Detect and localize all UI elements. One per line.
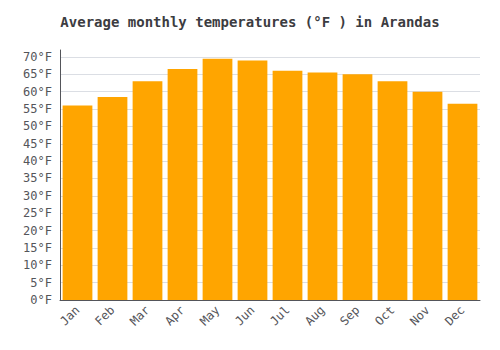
svg-text:55°F: 55°F <box>23 102 52 116</box>
svg-text:May: May <box>197 303 222 328</box>
svg-text:Jun: Jun <box>232 303 257 328</box>
svg-text:40°F: 40°F <box>23 154 52 168</box>
svg-text:70°F: 70°F <box>23 50 52 64</box>
svg-text:25°F: 25°F <box>23 206 52 220</box>
svg-text:Apr: Apr <box>162 303 187 328</box>
svg-text:50°F: 50°F <box>23 119 52 133</box>
svg-text:Dec: Dec <box>442 303 467 328</box>
svg-text:Nov: Nov <box>407 303 432 328</box>
svg-text:Jul: Jul <box>267 303 292 328</box>
svg-text:15°F: 15°F <box>23 241 52 255</box>
svg-text:Average monthly temperatures (: Average monthly temperatures (°F ) in Ar… <box>60 14 439 30</box>
svg-text:Jan: Jan <box>57 303 82 328</box>
svg-text:65°F: 65°F <box>23 67 52 81</box>
svg-text:20°F: 20°F <box>23 224 52 238</box>
svg-text:Mar: Mar <box>127 303 152 328</box>
svg-text:Sep: Sep <box>337 303 362 328</box>
svg-text:Feb: Feb <box>92 303 117 328</box>
svg-text:Oct: Oct <box>372 303 397 328</box>
svg-text:5°F: 5°F <box>30 276 52 290</box>
svg-text:0°F: 0°F <box>30 293 52 307</box>
svg-text:45°F: 45°F <box>23 137 52 151</box>
svg-text:35°F: 35°F <box>23 171 52 185</box>
svg-text:Aug: Aug <box>302 303 327 328</box>
svg-text:30°F: 30°F <box>23 189 52 203</box>
svg-text:60°F: 60°F <box>23 85 52 99</box>
svg-text:10°F: 10°F <box>23 258 52 272</box>
